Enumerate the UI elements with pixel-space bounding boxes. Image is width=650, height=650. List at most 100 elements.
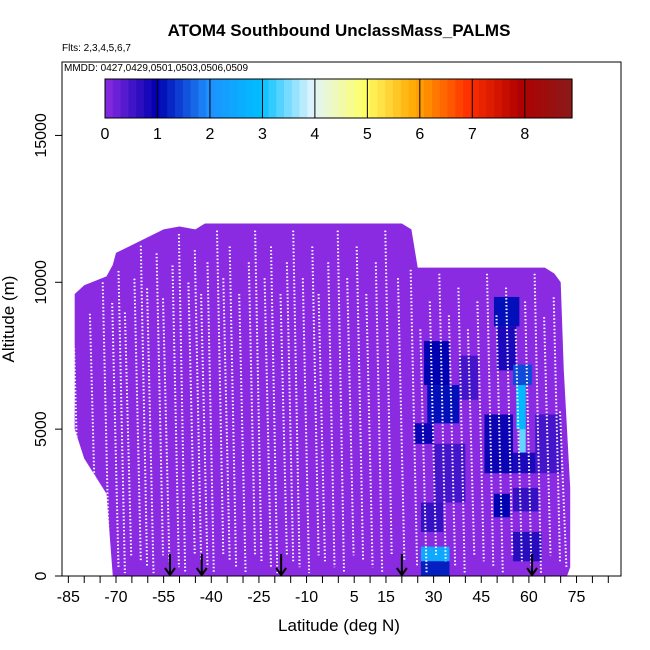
colorbar-segment [190,79,199,118]
colorbar-tick-label: 7 [468,126,477,143]
flight-track [466,329,476,556]
flight-track [428,301,438,556]
colorbar-segment [478,79,487,118]
colorbar-segment [322,79,332,118]
flight-track [222,278,231,562]
colorbar-segment [307,79,316,118]
flight-track [384,230,393,556]
colorbar-segment [315,79,324,118]
x-tick-label: -55 [152,589,175,606]
flight-track-layer [73,230,568,574]
colorbar-segment [284,79,293,118]
x-tick-label: -10 [295,589,318,606]
flight-track [279,293,288,556]
y-tick-label: 10000 [33,260,50,305]
colorbar-segment [385,79,394,118]
colorbar-segment [424,79,433,118]
flight-track [101,282,110,562]
flight-track [216,230,225,556]
colorbar-segment [556,79,565,118]
colorbar-segment [105,79,114,118]
flight-track [559,411,568,568]
heatmap-cell [459,355,479,400]
flight-track [228,246,238,568]
x-tick-label: 45 [472,589,490,606]
flight-track [495,315,504,574]
x-tick-label: -25 [247,589,270,606]
flight-track [117,270,126,574]
colorbar-segment [291,79,301,118]
colorbar-tick-label: 2 [205,126,214,143]
colorbar-segment [112,79,122,118]
colorbar-segment [525,79,534,118]
colorbar-segment [338,79,347,118]
flight-track [155,253,164,556]
colorbar-segment [120,79,129,118]
flight-track [73,348,82,574]
colorbar-segment [377,79,386,118]
colorbar-segment [346,79,355,118]
x-tick-label: 30 [425,589,443,606]
arrow-marker [164,554,176,577]
flight-track [238,293,247,574]
colorbar-segment [159,79,168,118]
colorbar-segment [167,79,176,118]
y-tick-label: 0 [33,571,50,580]
flight-track [254,230,263,562]
colorbar-segment [198,79,207,118]
flight-track [263,278,272,568]
y-axis-title: Altitude (m) [0,276,18,363]
flight-track [133,278,142,562]
flight-track [301,278,311,574]
flight-track [285,262,295,562]
flight-track [206,262,215,574]
flight-track [419,329,428,574]
colorbar-segment [455,79,464,118]
heatmap-cell [513,364,533,386]
arrow-marker [526,554,538,577]
heatmap-cell [424,341,450,386]
colorbar-segment [486,79,495,118]
colorbar-tick-label: 6 [415,126,424,143]
colorbar-segment [268,79,277,118]
colorbar-segment [213,79,223,118]
heatmap-cell [433,443,466,503]
x-axis-title: Latitude (deg N) [278,616,400,635]
flight-track [438,273,447,562]
flight-track [171,265,180,568]
colorbar-segment [431,79,441,118]
colorbar: 0 1 2 3 4 5 6 7 8 [101,78,573,143]
colorbar-segment [509,79,519,118]
colorbar-segment [392,79,402,118]
dates-subtitle: MMDD: 0427,0429,0501,0503,0506,0509 [64,63,248,74]
heatmap-cell [513,487,539,512]
flight-track [409,269,419,568]
flight-track [292,230,301,568]
flight-track [336,230,345,574]
colorbar-segment [136,79,145,118]
x-tick-label: -85 [57,589,80,606]
colorbar-segment [276,79,285,118]
flight-track [365,293,374,568]
colorbar-segment [447,79,456,118]
colorbar-segment [564,79,573,118]
flight-track [533,273,542,574]
colorbar-segment [361,79,371,118]
heatmap-layer [74,223,571,576]
colorbar-segment [548,79,558,118]
colorbar-segment [354,79,363,118]
colorbar-segment [175,79,184,118]
y-tick-label: 15000 [33,113,50,158]
colorbar-segment [330,79,340,118]
arrow-marker [195,554,208,577]
x-tick-label: 75 [568,589,586,606]
colorbar-segment [540,79,550,118]
chart-title: ATOM4 Southbound UnclassMass_PALMS [168,21,511,40]
flight-track [505,287,514,556]
flight-track [514,329,523,562]
colorbar-tick-label: 3 [258,126,267,143]
colorbar-segment [260,79,270,118]
x-tick-label: 60 [520,589,538,606]
